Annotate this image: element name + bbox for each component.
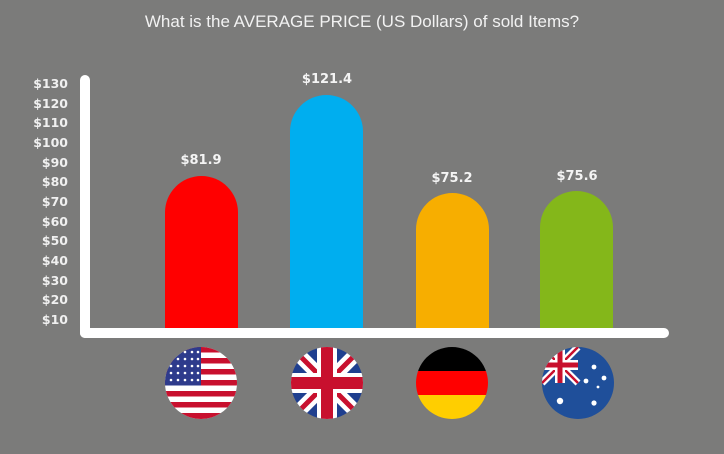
y-tick: $80 (41, 174, 68, 189)
bar-germany (416, 193, 489, 328)
uk-flag-icon (291, 347, 363, 419)
y-tick: $100 (33, 135, 68, 150)
bar-united-states (165, 176, 238, 328)
y-tick: $40 (41, 253, 68, 268)
bar-australia (540, 191, 613, 337)
bar-value-label: $121.4 (301, 72, 353, 87)
y-tick: $120 (33, 96, 68, 111)
germany-flag-icon (416, 347, 488, 419)
chart-title: What is the AVERAGE PRICE (US Dollars) o… (144, 12, 580, 31)
australia-flag-icon (542, 347, 614, 419)
x-axis-line (80, 328, 669, 338)
y-tick: $10 (41, 312, 68, 327)
y-tick: $130 (33, 76, 68, 91)
bar-value-label: $75.2 (431, 171, 473, 186)
y-axis-line (80, 75, 90, 338)
bar-value-label: $81.9 (180, 153, 222, 168)
y-tick: $20 (41, 292, 68, 307)
y-tick: $30 (41, 273, 68, 288)
y-tick: $50 (41, 233, 68, 248)
bar-united-kingdom (290, 95, 363, 328)
y-tick: $70 (41, 194, 68, 209)
y-tick: $90 (41, 155, 68, 170)
bar-value-label: $75.6 (556, 169, 598, 184)
y-tick: $110 (33, 115, 68, 130)
us-flag-icon (165, 347, 237, 419)
y-tick: $60 (41, 214, 68, 229)
